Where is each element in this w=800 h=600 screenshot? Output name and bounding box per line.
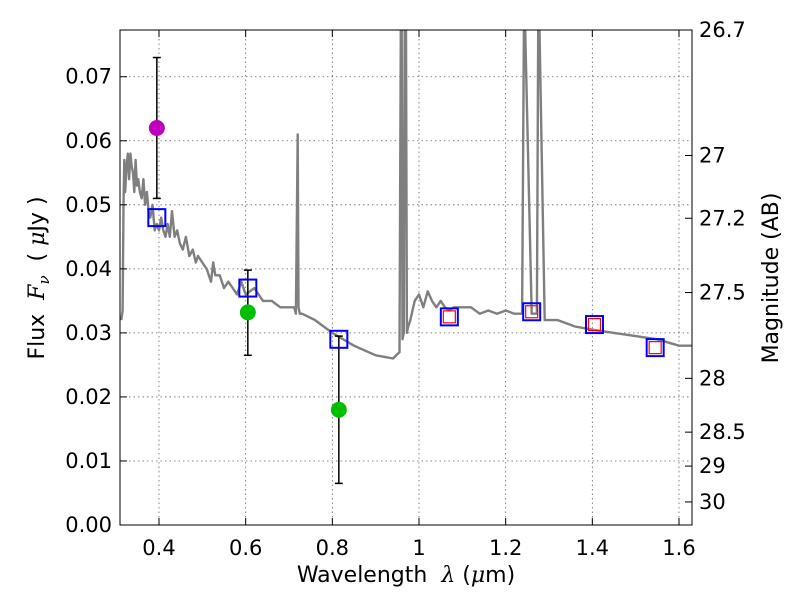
- x-tick-label: 0.8: [316, 536, 349, 560]
- model-square: [329, 329, 349, 349]
- y-tick-label: 0.03: [65, 321, 112, 345]
- model-square-inner: [648, 341, 662, 355]
- data-point: [148, 119, 165, 136]
- x-tick-label: 1: [412, 536, 425, 560]
- x-tick-label: 0.6: [229, 536, 262, 560]
- x-tick-label: 1.6: [662, 536, 695, 560]
- y-tick-label: 0.02: [65, 385, 112, 409]
- y-tick-label: 0.04: [65, 257, 112, 281]
- y2-tick-label: 28: [699, 366, 726, 390]
- x-tick-label: 0.4: [142, 536, 175, 560]
- y-tick-label: 0.01: [65, 449, 112, 473]
- x-axis-label: Wavelength λ (μm): [297, 563, 515, 588]
- x-tick-label: 1.2: [489, 536, 522, 560]
- x-tick-label: 1.4: [576, 536, 609, 560]
- y2-tick-label: 27: [699, 144, 726, 168]
- model-square-inner: [525, 305, 539, 319]
- y-tick-label: 0.05: [65, 193, 112, 217]
- model-square: [645, 338, 665, 358]
- plot-frame: [119, 29, 693, 526]
- data-point: [239, 304, 256, 321]
- y2-tick-label: 30: [699, 490, 726, 514]
- y2-tick-label: 29: [699, 454, 726, 478]
- model-square: [585, 315, 604, 335]
- y-tick-label: 0.06: [65, 129, 112, 153]
- y2-tick-label: 26.7: [699, 18, 746, 42]
- y-tick-label: 0.07: [65, 65, 112, 89]
- model-square: [522, 302, 542, 322]
- plot-area: [120, 30, 692, 485]
- spectrum-line: [120, 30, 692, 360]
- model-square-inner: [442, 310, 456, 324]
- y2-tick-label: 27.2: [699, 206, 746, 230]
- model-square-inner: [587, 317, 602, 332]
- y2-tick-label: 28.5: [699, 420, 746, 444]
- y-tick-label: 0.00: [65, 513, 112, 537]
- y2-tick-label: 27.5: [699, 281, 746, 305]
- ticks: 0.4 0.6 0.8 1 1.2 1.4 1.6 0.00 0.01 0.02 0.03 0.04 0…: [65, 18, 746, 560]
- y-axis-label: Flux Fν ( μJy ): [25, 196, 53, 359]
- y2-axis-label: Magnitude (AB): [759, 193, 784, 364]
- model-square: [147, 208, 167, 228]
- model-square: [238, 278, 258, 298]
- data-point: [330, 401, 347, 418]
- model-square: [439, 307, 459, 327]
